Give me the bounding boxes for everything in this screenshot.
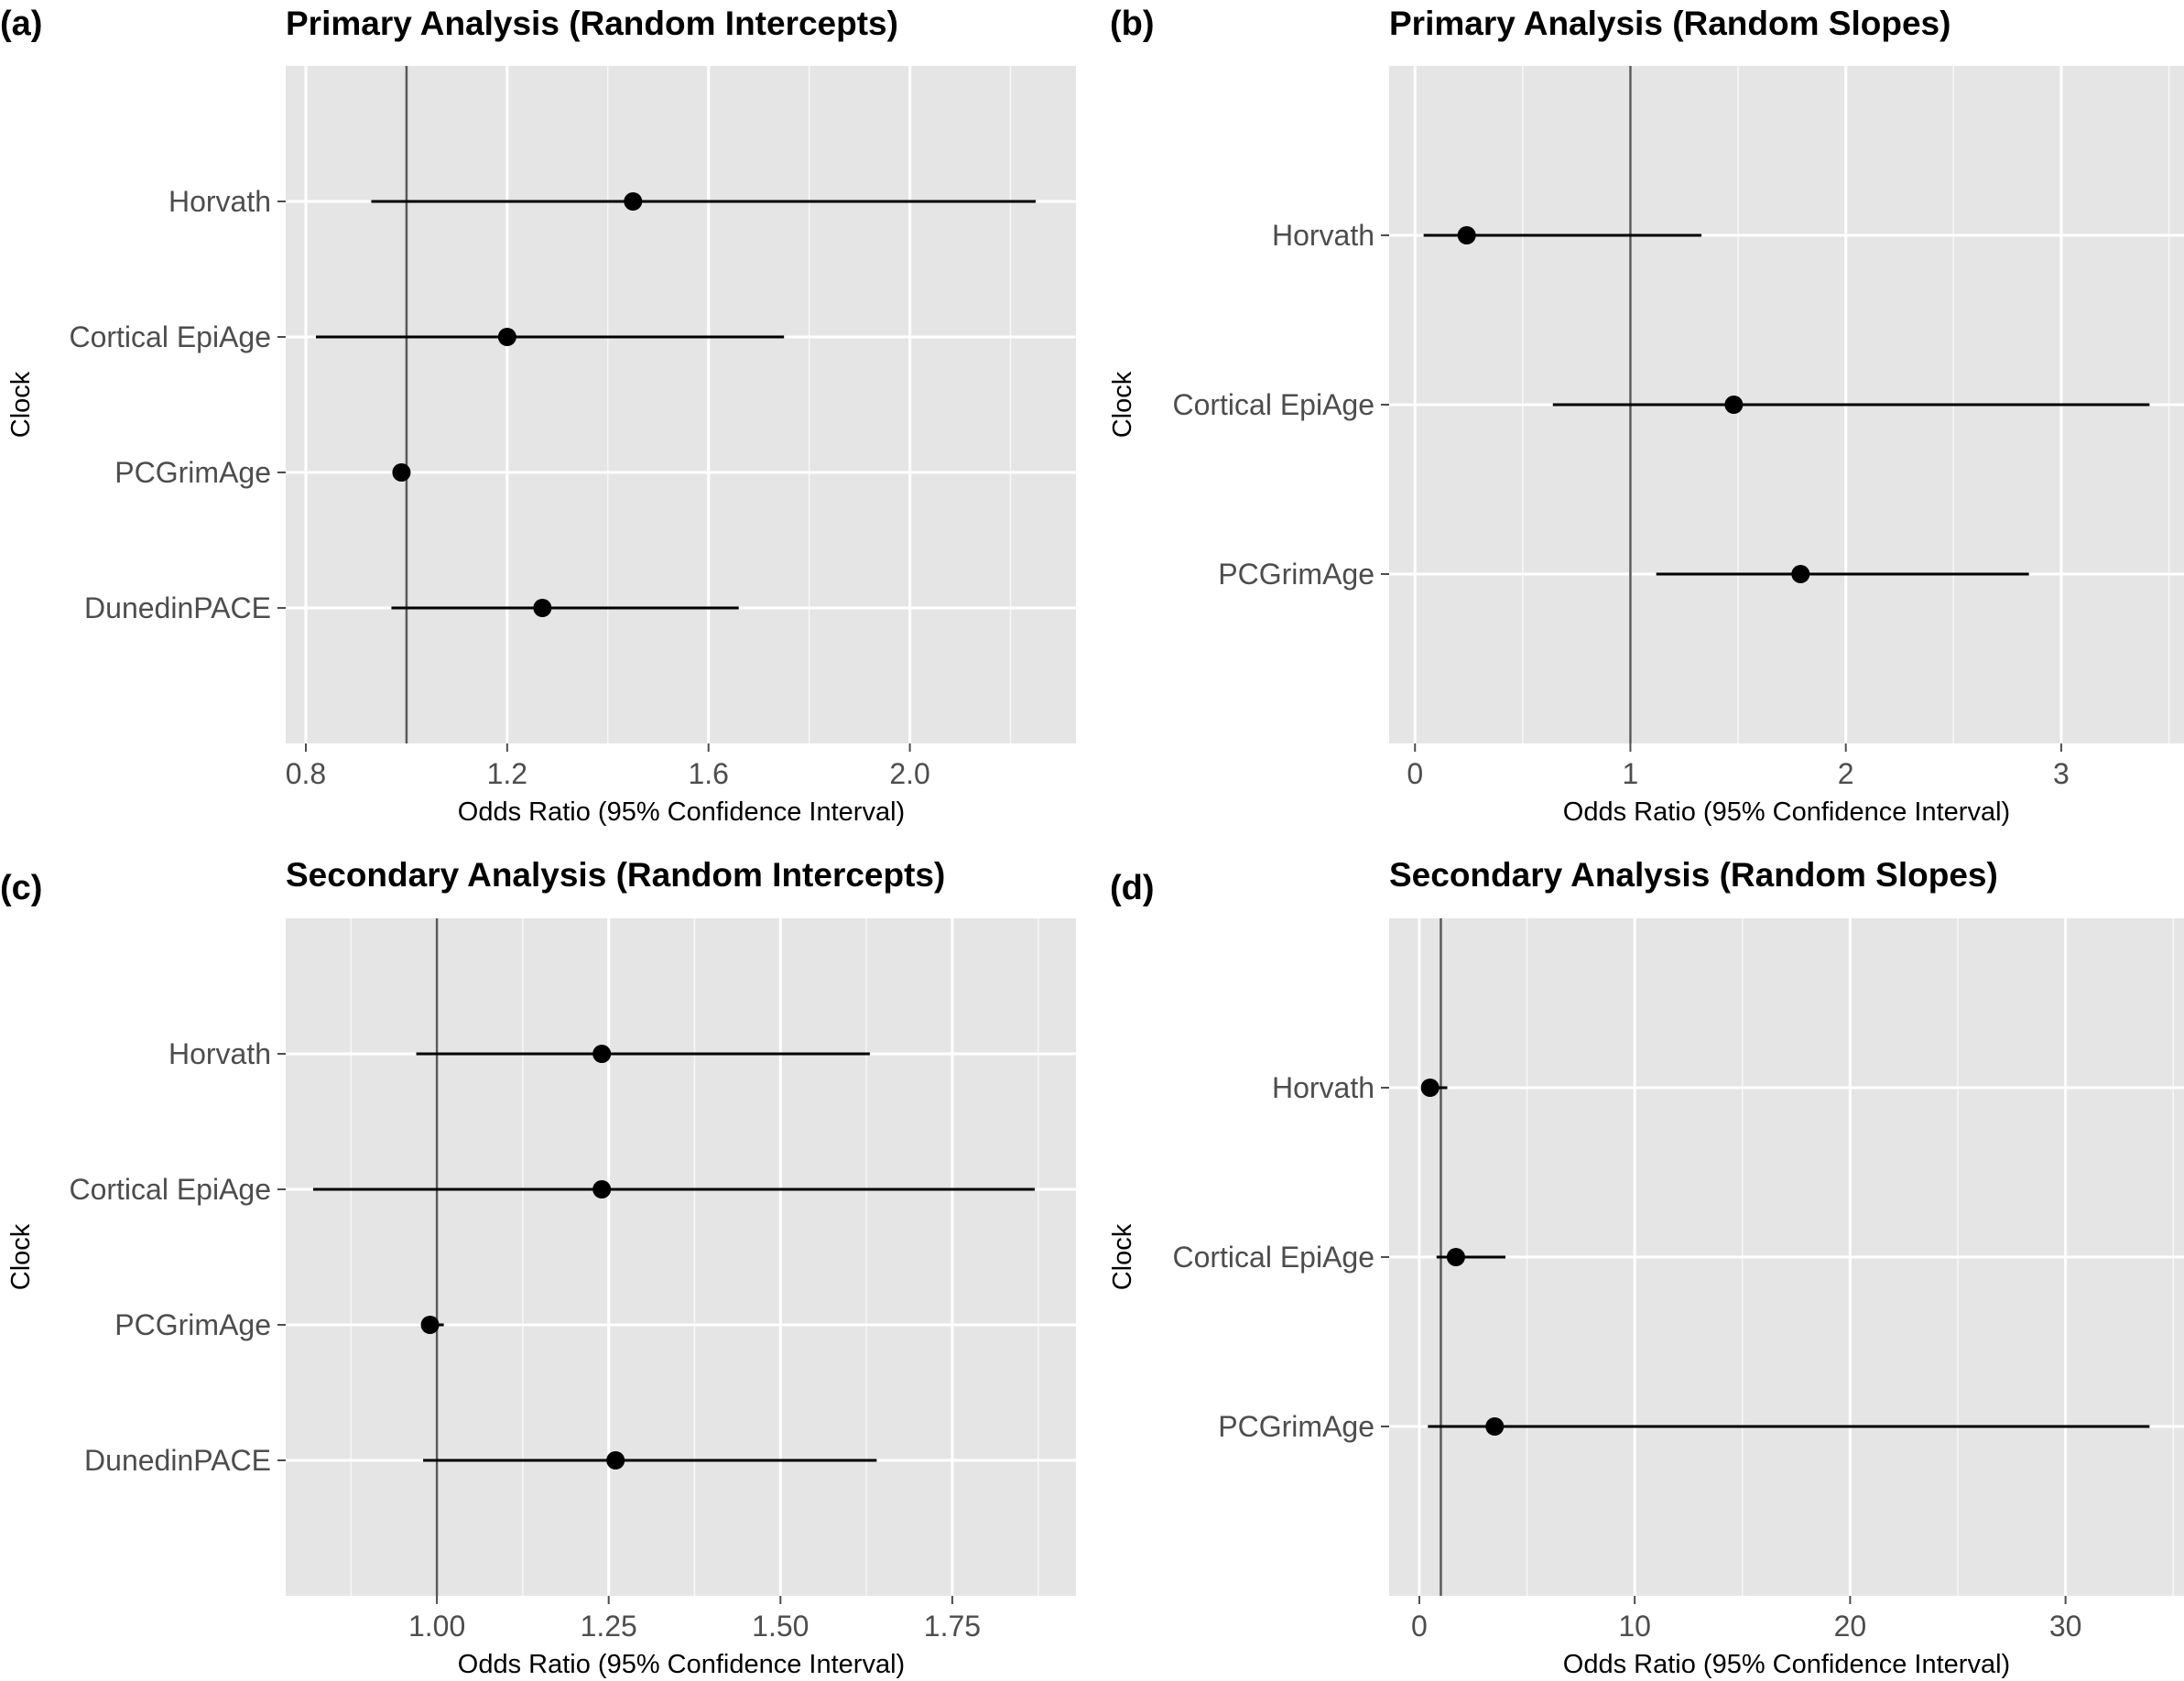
y-tick-label: PCGrimAge <box>1218 558 1375 591</box>
x-tick-label: 1.75 <box>924 1610 981 1643</box>
x-tick-label: 0 <box>1407 757 1423 790</box>
x-tick-label: 1.00 <box>408 1610 465 1643</box>
x-tick-label: 3 <box>2053 757 2070 790</box>
y-tick-label: Cortical EpiAge <box>69 1173 271 1206</box>
x-tick-label: 1.2 <box>487 757 527 790</box>
point-estimate <box>592 1180 612 1198</box>
y-tick-label: DunedinPACE <box>84 591 271 624</box>
y-tick-label: Cortical EpiAge <box>1172 388 1375 421</box>
y-tick-label: Horvath <box>168 1037 271 1070</box>
point-estimate <box>392 463 411 482</box>
panel-label: (a) <box>0 5 42 43</box>
panel-label: (d) <box>1110 869 1155 907</box>
panel-title: Primary Analysis (Random Intercepts) <box>286 5 898 42</box>
point-estimate <box>420 1316 440 1334</box>
y-tick-label: PCGrimAge <box>114 456 271 489</box>
panel-title: Primary Analysis (Random Slopes) <box>1389 5 1950 42</box>
panel-label: (c) <box>0 869 42 907</box>
x-tick-label: 1.50 <box>752 1610 809 1643</box>
y-tick-label: PCGrimAge <box>114 1308 271 1341</box>
y-tick-label: Cortical EpiAge <box>69 320 271 353</box>
x-axis-title: Odds Ratio (95% Confidence Interval) <box>1563 1650 2010 1679</box>
x-tick-label: 2.0 <box>889 757 929 790</box>
plot-background <box>286 66 1076 743</box>
point-estimate <box>1485 1417 1505 1436</box>
point-estimate <box>1457 226 1476 244</box>
panel-title: Secondary Analysis (Random Intercepts) <box>286 856 945 894</box>
x-tick-label: 1 <box>1623 757 1639 790</box>
panel-label: (b) <box>1110 5 1155 43</box>
x-tick-label: 1.6 <box>688 757 728 790</box>
point-estimate <box>1420 1079 1440 1097</box>
panel-c: Horvath Cortical EpiAge PCGrimAge DunedinPA… <box>0 856 1076 1679</box>
x-tick-label: 0 <box>1411 1610 1428 1643</box>
point-estimate <box>624 192 643 211</box>
y-axis-title: Clock <box>1108 1223 1137 1290</box>
x-axis-title: Odds Ratio (95% Confidence Interval) <box>458 797 905 827</box>
y-axis-title: Clock <box>1108 371 1137 438</box>
y-tick-label: Horvath <box>1272 1071 1375 1104</box>
y-axis-title: Clock <box>6 1223 36 1290</box>
panel-title: Secondary Analysis (Random Slopes) <box>1389 856 1998 894</box>
panel-d: Horvath Cortical EpiAge PCGrimAge 0 10 20 30 Od… <box>1108 856 2184 1679</box>
y-tick-label: DunedinPACE <box>84 1444 271 1477</box>
y-tick-label: Horvath <box>1272 219 1375 252</box>
panel-a: Horvath Cortical EpiAge PCGrimAge DunedinPA… <box>0 5 1076 827</box>
plot-background <box>286 918 1076 1596</box>
y-axis-title: Clock <box>6 371 36 438</box>
x-tick-label: 1.25 <box>581 1610 637 1643</box>
point-estimate <box>533 599 552 617</box>
x-tick-label: 0.8 <box>286 757 326 790</box>
x-tick-label: 30 <box>2049 1610 2082 1643</box>
point-estimate <box>1724 396 1744 414</box>
point-estimate <box>1791 565 1810 583</box>
point-estimate <box>497 328 516 346</box>
y-tick-label: Cortical EpiAge <box>1172 1241 1375 1274</box>
y-tick-label: PCGrimAge <box>1218 1410 1375 1443</box>
point-estimate <box>592 1045 612 1063</box>
x-axis-title: Odds Ratio (95% Confidence Interval) <box>458 1650 905 1679</box>
x-tick-label: 10 <box>1618 1610 1651 1643</box>
point-estimate <box>606 1451 625 1470</box>
x-axis-title: Odds Ratio (95% Confidence Interval) <box>1563 797 2010 827</box>
panel-b: Horvath Cortical EpiAge PCGrimAge 0 1 2 3 Odds … <box>1108 5 2184 827</box>
point-estimate <box>1446 1248 1465 1266</box>
y-tick-label: Horvath <box>168 185 271 218</box>
x-tick-label: 2 <box>1838 757 1854 790</box>
x-tick-label: 20 <box>1834 1610 1867 1643</box>
